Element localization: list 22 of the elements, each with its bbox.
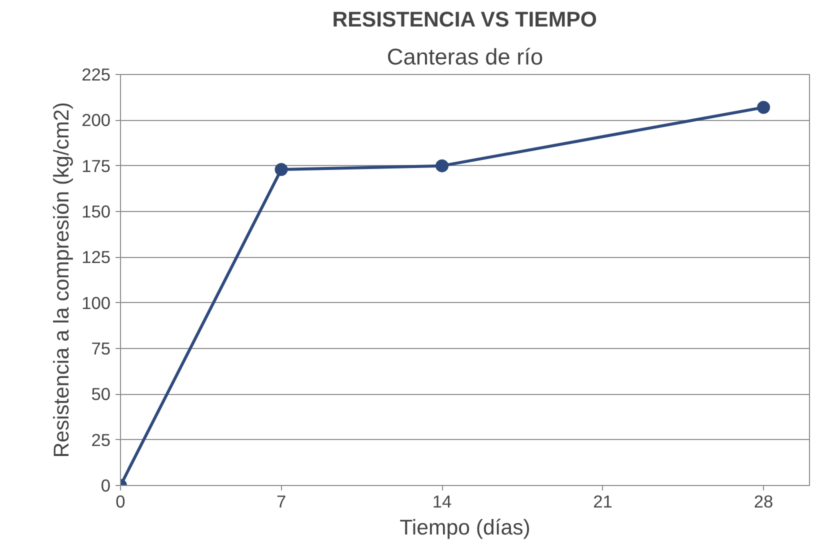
y-tick-label: 75 [91, 338, 111, 358]
x-tick-label: 0 [116, 492, 126, 512]
x-tick-label: 14 [432, 492, 452, 512]
point [274, 163, 288, 176]
point [436, 159, 449, 172]
y-tick-label: 25 [91, 430, 111, 450]
y-tick-label: 0 [100, 476, 111, 496]
y-axis-title: Resistencia a la compresión (kg/cm2) [50, 102, 74, 458]
point [757, 100, 770, 114]
y-tick-label: 200 [82, 110, 111, 130]
y-tick-label: 150 [82, 202, 111, 222]
x-tick-label: 21 [593, 492, 612, 512]
y-tick-label: 175 [82, 156, 111, 176]
x-tick-label: 28 [754, 492, 774, 512]
x-tick-label: 7 [276, 492, 286, 512]
y-tick-label: 225 [82, 64, 111, 84]
y-tick-label: 50 [91, 384, 111, 404]
chart-subtitle: Canteras de río [386, 44, 544, 70]
x-axis-title: Tiempo (días) [400, 516, 530, 540]
chart-title: RESISTENCIA VS TIEMPO [332, 8, 597, 32]
y-tick-label: 100 [82, 292, 111, 313]
y-tick-label: 125 [82, 247, 111, 268]
